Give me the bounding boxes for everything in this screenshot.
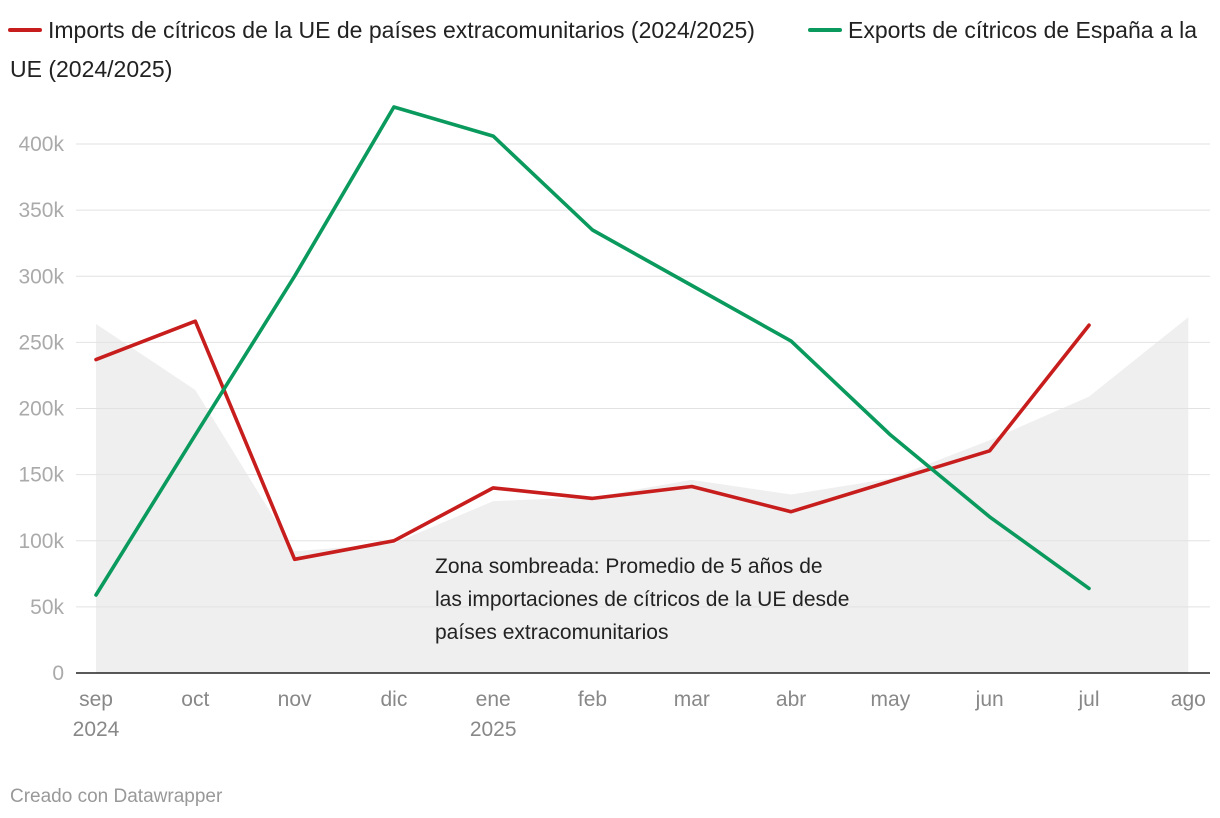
y-axis-ticks: 0 50k 100k 150k 200k 250k 300k 350k 400k [18, 133, 64, 685]
x-tick-label: sep [79, 688, 113, 711]
x-tick-label: may [871, 688, 911, 711]
y-tick-label: 200k [18, 398, 64, 421]
x-axis-ticks: sep oct nov dic ene feb mar abr may jun jul ago 2024… [73, 688, 1206, 741]
x-year-label: 2024 [73, 718, 120, 741]
y-tick-label: 350k [18, 199, 64, 222]
x-tick-label: jun [975, 688, 1004, 711]
annotation-line-3: países extracomunitarios [435, 621, 668, 644]
legend-label-imports: Imports de cítricos de la UE de países e… [48, 17, 755, 43]
y-tick-label: 400k [18, 133, 64, 156]
x-year-label: 2025 [470, 718, 517, 741]
annotation-line-1: Zona sombreada: Promedio de 5 años de [435, 555, 823, 578]
shaded-area-layer [96, 317, 1189, 673]
annotation: Zona sombreada: Promedio de 5 años de la… [435, 555, 849, 644]
x-tick-label: feb [578, 688, 607, 711]
series-line-imports [94, 319, 1091, 562]
annotation-line-2: las importaciones de cítricos de la UE d… [435, 588, 849, 611]
x-tick-label: ene [476, 688, 511, 711]
legend-label-exports-line2: UE (2024/2025) [10, 56, 172, 82]
x-tick-label: mar [674, 688, 710, 711]
legend-label-exports: Exports de cítricos de España a la [848, 17, 1197, 43]
x-tick-label: oct [181, 688, 209, 711]
y-tick-label: 150k [18, 464, 64, 487]
credit: Creado con Datawrapper [10, 786, 223, 807]
y-tick-label: 50k [30, 596, 64, 619]
x-tick-label: ago [1171, 688, 1206, 711]
x-tick-label: abr [776, 688, 806, 711]
y-tick-label: 300k [18, 265, 64, 288]
y-tick-label: 100k [18, 530, 64, 553]
x-tick-label: dic [380, 688, 407, 711]
x-tick-label: jul [1077, 688, 1099, 711]
legend: Imports de cítricos de la UE de países e… [8, 17, 1197, 82]
y-tick-label: 250k [18, 331, 64, 354]
shaded-average-area [96, 317, 1189, 673]
series-lines [94, 105, 1091, 597]
series-line-exports [94, 105, 1091, 597]
y-tick-label: 0 [52, 662, 64, 685]
x-tick-label: nov [278, 688, 312, 711]
gridlines [76, 143, 1210, 674]
